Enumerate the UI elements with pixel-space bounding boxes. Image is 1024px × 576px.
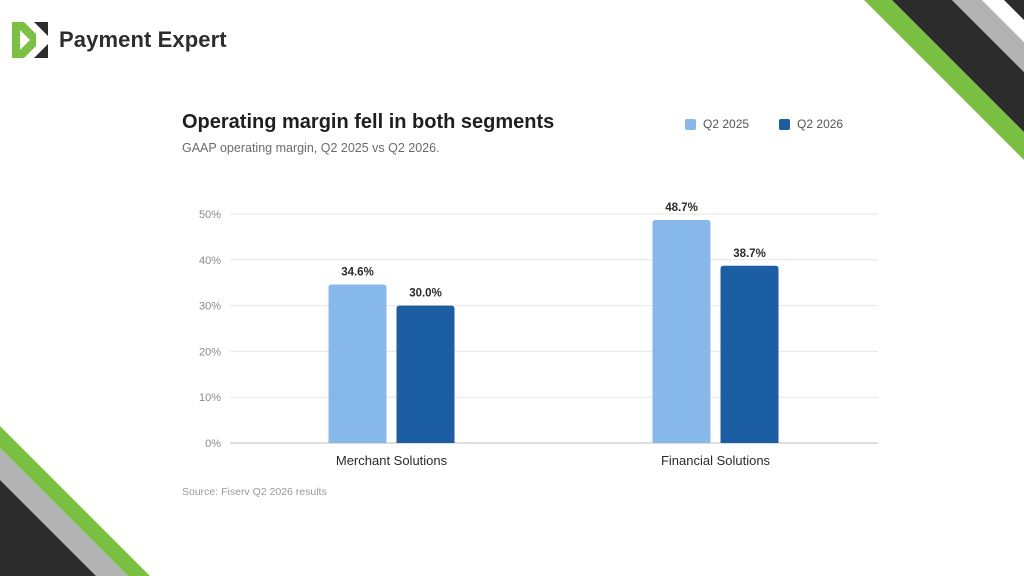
top-right-stripes-decoration: [864, 0, 1024, 160]
chart-title: Operating margin fell in both segments: [182, 111, 555, 133]
y-tick-label: 30%: [199, 301, 221, 313]
bar-q2-2025: [328, 284, 387, 443]
light-gap-stripe: [982, 0, 1024, 42]
y-tick-label: 50%: [199, 209, 221, 221]
y-tick-label: 0%: [205, 438, 221, 450]
chart-subtitle: GAAP operating margin, Q2 2025 vs Q2 202…: [182, 141, 440, 155]
y-tick-label: 10%: [199, 392, 221, 404]
chart-legend: Q2 2025 Q2 2026: [685, 117, 843, 131]
gray-stripe: [0, 448, 128, 576]
green-stripe: [864, 0, 1024, 160]
bar-q2-2025: [652, 219, 711, 443]
x-category-label: Financial Solutions: [661, 453, 771, 468]
bar-data-label: 48.7%: [665, 202, 698, 214]
y-tick-label: 20%: [199, 346, 221, 358]
bar-q2-2026: [396, 305, 455, 443]
legend-item-q2-2026: Q2 2026: [779, 117, 843, 131]
legend-label-q2-2026: Q2 2026: [797, 117, 844, 131]
chart-source: Source: Fiserv Q2 2026 results: [182, 486, 327, 498]
bar-data-label: 38.7%: [733, 248, 766, 260]
gray-stripe: [952, 0, 1024, 72]
brand-header: Payment Expert: [12, 22, 227, 58]
y-tick-label: 40%: [199, 255, 221, 267]
legend-label-q2-2025: Q2 2025: [703, 117, 750, 131]
bar-data-label: 30.0%: [409, 288, 442, 300]
bar-q2-2026: [720, 265, 779, 443]
legend-item-q2-2025: Q2 2025: [685, 117, 749, 131]
bottom-left-stripes-decoration: [0, 426, 150, 576]
dark-corner-stripe: [1004, 0, 1024, 20]
green-stripe: [0, 426, 150, 576]
brand-name: Payment Expert: [59, 27, 227, 52]
legend-swatch-q2-2026: [779, 118, 791, 130]
legend-swatch-q2-2025: [685, 118, 696, 130]
payment-expert-logo-icon: [12, 22, 48, 58]
x-category-label: Merchant Solutions: [336, 453, 448, 468]
bar-data-label: 34.6%: [341, 267, 374, 279]
dark-stripe: [892, 0, 1024, 132]
dark-stripe: [0, 480, 96, 576]
